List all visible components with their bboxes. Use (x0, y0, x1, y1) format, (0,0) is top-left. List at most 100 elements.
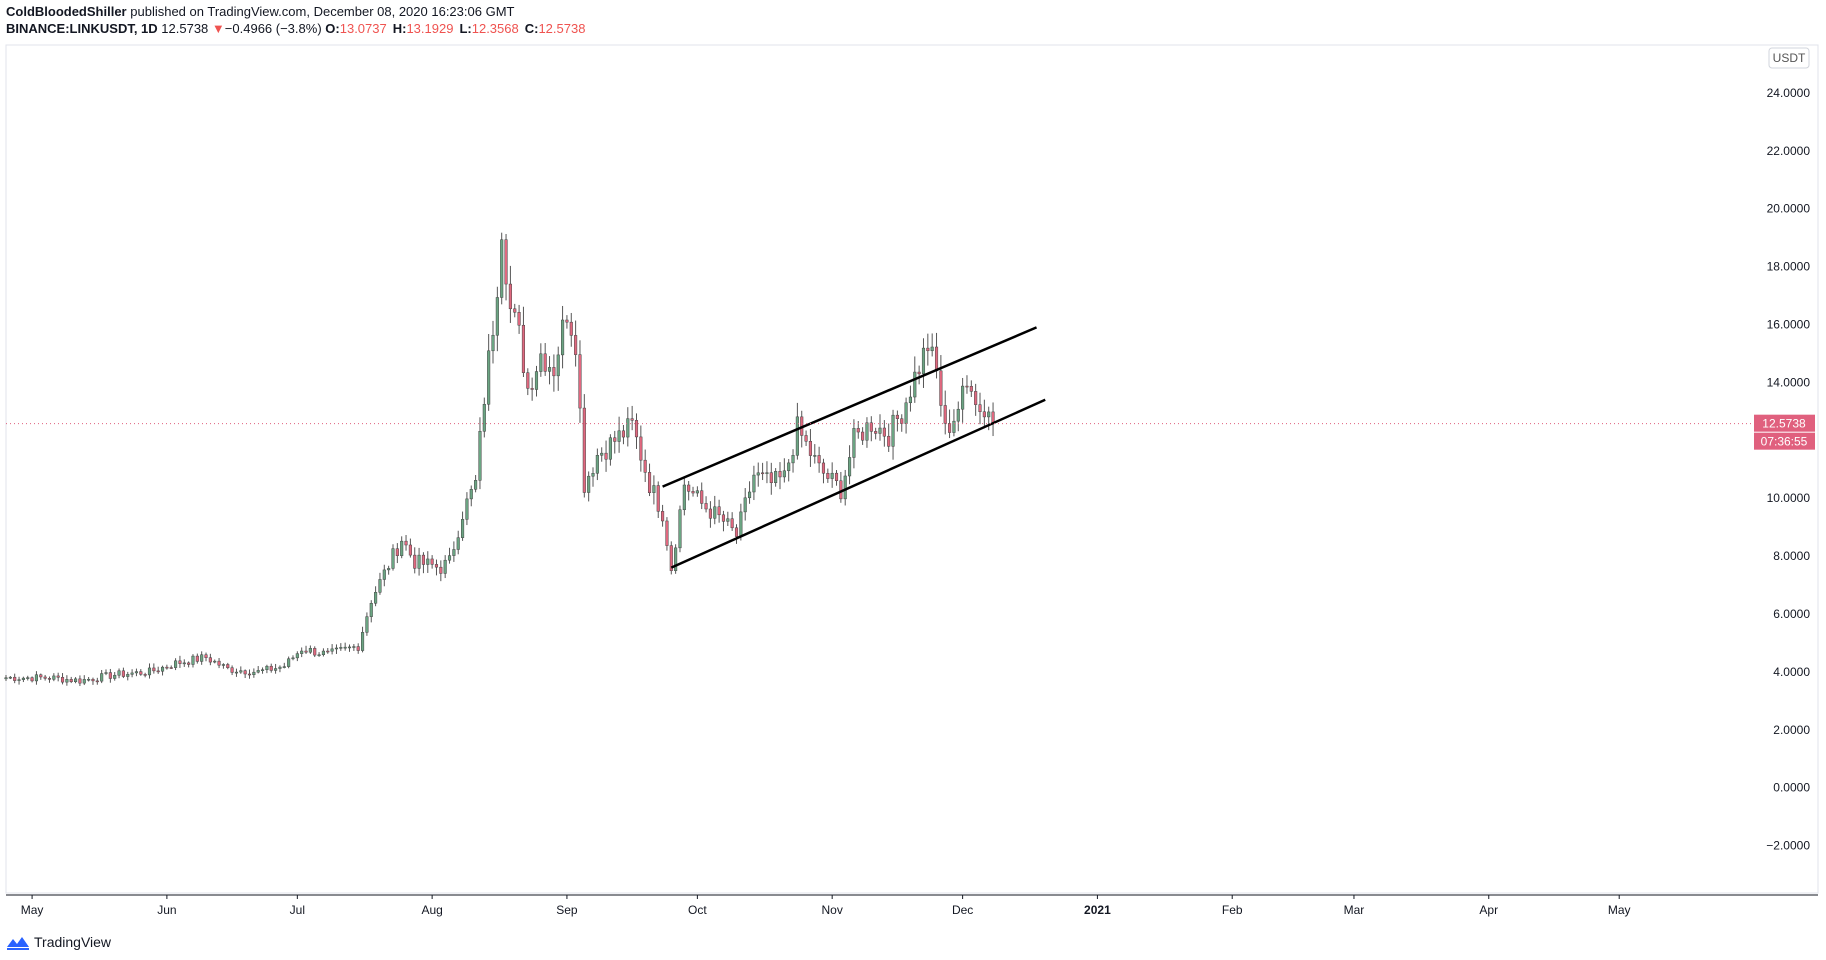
candle-body (604, 452, 608, 460)
x-tick-label: May (1608, 903, 1631, 917)
candle-body (121, 670, 125, 677)
candle-body (152, 667, 156, 672)
candle-body (834, 472, 839, 482)
candle-body (56, 675, 60, 678)
last-price: 12.5738 (161, 21, 209, 36)
candle-body (426, 558, 430, 565)
candle-body (417, 554, 421, 569)
candle-body (578, 354, 582, 409)
candle-body (278, 666, 282, 669)
candle-body (969, 386, 973, 392)
currency-badge[interactable]: USDT (1773, 51, 1806, 65)
candle-body (808, 441, 812, 456)
candle-body (856, 428, 860, 433)
x-tick-label: Mar (1344, 903, 1365, 917)
candle-body (356, 646, 360, 651)
candle-body (978, 404, 982, 412)
candle-body (39, 674, 43, 678)
candle-body (269, 665, 273, 671)
open-value: 13.0737 (339, 21, 387, 36)
candle-body (574, 335, 578, 355)
candle-body (139, 671, 143, 675)
candle-body (108, 672, 112, 679)
candle-body (774, 471, 778, 484)
author-name[interactable]: ColdBloodedShiller (6, 4, 127, 19)
candle-body (200, 654, 204, 662)
candle-body (547, 367, 552, 372)
candle-body (652, 485, 656, 493)
channel-line-upper[interactable] (662, 326, 1038, 488)
candle-body (160, 666, 165, 672)
candle-body (661, 511, 665, 522)
candle-body (317, 654, 321, 657)
candle-body (339, 647, 343, 649)
candle-body (113, 674, 117, 679)
candle-body (913, 371, 917, 398)
y-tick-label: 6.0000 (1773, 607, 1810, 621)
candle-body (100, 673, 104, 682)
candle-body (887, 435, 891, 447)
candle-body (561, 319, 565, 356)
x-tick-label: Dec (952, 903, 973, 917)
candle-body (539, 353, 543, 372)
candle-body (221, 664, 225, 666)
footer-brand[interactable]: TradingView (6, 932, 111, 952)
candle-body (165, 666, 169, 669)
chart-frame (5, 44, 1819, 896)
candle-body (917, 371, 921, 375)
candle-body (382, 569, 386, 580)
parallel-channel-drawing[interactable] (662, 326, 1046, 569)
channel-line-lower[interactable] (670, 398, 1046, 569)
candle-body (739, 511, 743, 537)
candle-body (256, 670, 260, 673)
chart-header: ColdBloodedShiller published on TradingV… (6, 3, 1826, 37)
candle-body (365, 616, 369, 633)
candle-body (378, 579, 382, 593)
candle-body (174, 660, 178, 668)
candle-body (78, 678, 82, 684)
candle-body (747, 491, 752, 499)
y-tick-label: 24.0000 (1767, 86, 1811, 100)
candle-body (243, 670, 247, 675)
x-tick-label: Sep (556, 903, 578, 917)
price-badges: USDT 12.5738 07:36:55 (6, 47, 1815, 450)
candle-body (482, 404, 486, 432)
candle-body (656, 485, 660, 512)
candle-body (717, 506, 721, 516)
candle-body (756, 472, 760, 476)
candle-body (843, 475, 847, 500)
candle-body (639, 436, 643, 461)
candle-body (526, 372, 530, 389)
candle-body (787, 462, 791, 472)
candle-body (674, 547, 678, 571)
time-axis[interactable]: May Jun Jul Aug Sep Oct Nov Dec 2021 Feb Mar Apr May (21, 895, 1631, 917)
candle-body (587, 475, 591, 493)
candle-body (274, 668, 278, 671)
y-tick-label: 2.0000 (1773, 723, 1810, 737)
candle-body (817, 455, 821, 464)
candle-body (43, 676, 47, 679)
candle-body (287, 658, 291, 667)
candle-body (704, 503, 708, 510)
candle-body (282, 666, 286, 668)
candle-body (95, 680, 99, 683)
candle-body (595, 455, 599, 474)
candle-body (600, 452, 604, 456)
y-tick-label: 10.0000 (1767, 491, 1811, 505)
candle-body (87, 678, 91, 681)
x-tick-label: Aug (421, 903, 442, 917)
last-price-label: 12.5738 (1762, 417, 1806, 431)
candle-body (182, 662, 186, 665)
candle-body (765, 472, 769, 474)
candle-body (295, 653, 299, 659)
candle-body (569, 321, 573, 336)
y-tick-label: 8.0000 (1773, 549, 1810, 563)
candle-body (434, 564, 439, 568)
candle-body (778, 471, 782, 478)
price-axis[interactable]: −2.0000 0.0000 2.0000 4.0000 6.0000 8.0000 10.… (1766, 86, 1810, 853)
candle-body (230, 667, 234, 673)
candle-body (695, 490, 699, 494)
candle-body (878, 427, 882, 434)
currency-badge-box[interactable] (1768, 47, 1810, 69)
